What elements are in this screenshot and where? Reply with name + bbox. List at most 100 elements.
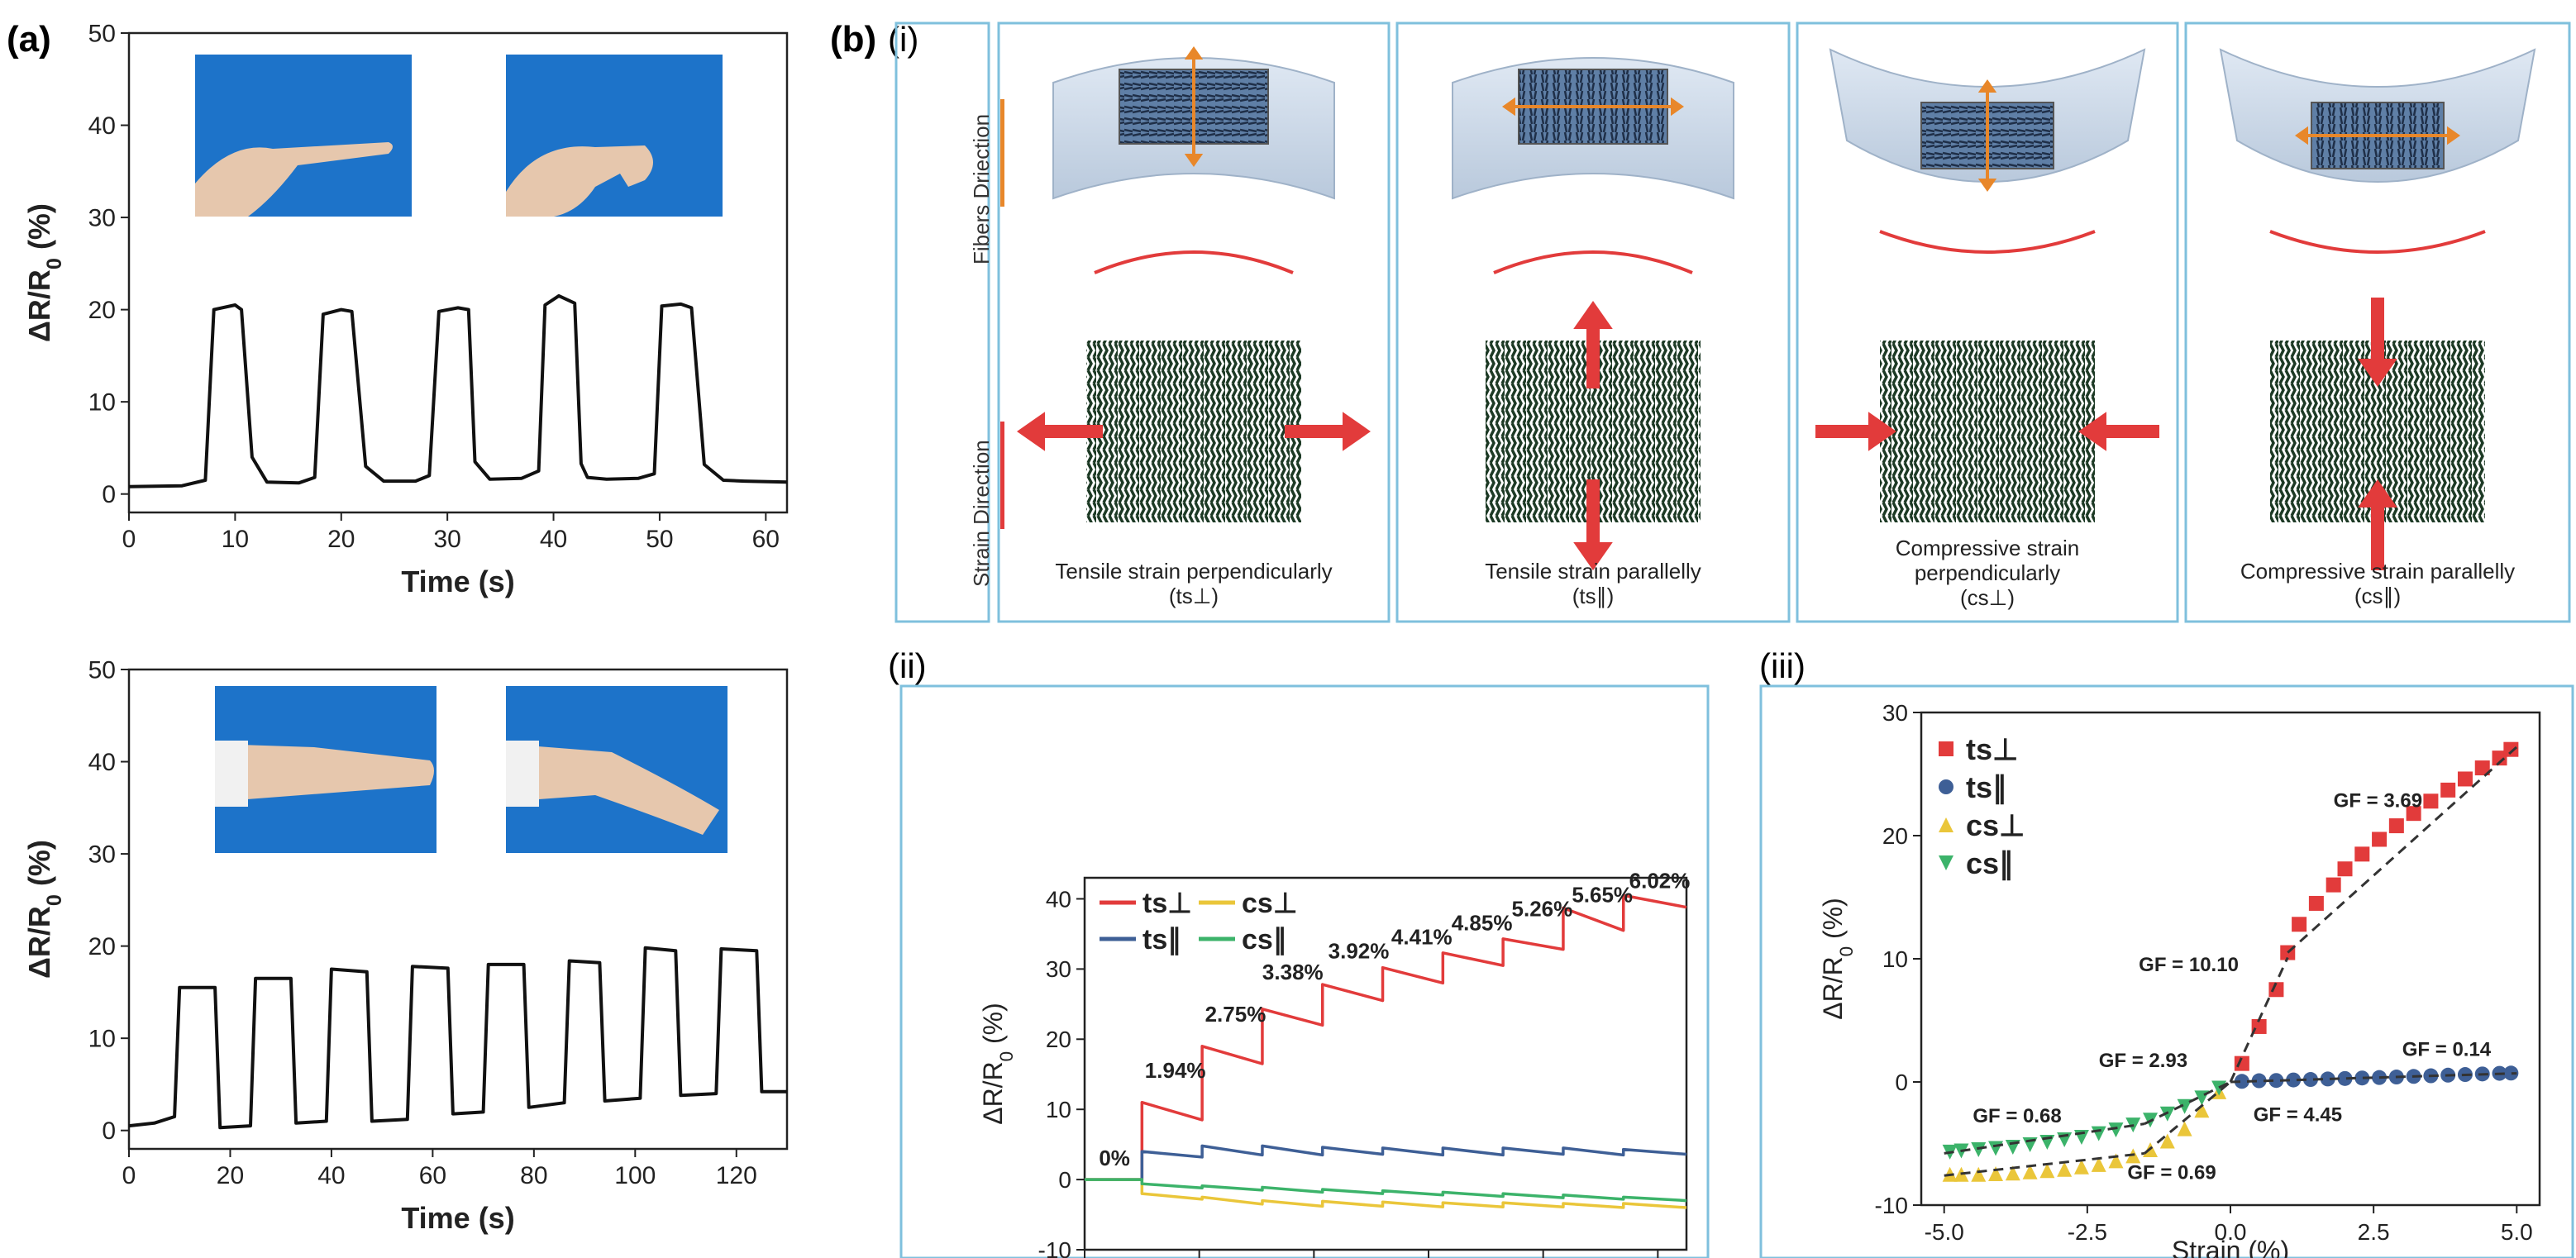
panel-caption: (cs⊥) <box>1960 585 2015 610</box>
series-line <box>1085 1144 1687 1181</box>
fit-line <box>1944 1151 2145 1177</box>
data-point <box>2091 1126 2106 1141</box>
strain-arrow-head <box>1573 542 1613 570</box>
y-axis-label-sub: 0 <box>43 258 66 269</box>
panel-caption: Tensile strain parallelly <box>1485 559 1701 584</box>
data-point <box>2039 1163 2055 1179</box>
y-axis-label-unit: (%) <box>22 203 56 258</box>
x-tick-label: 60 <box>752 526 780 553</box>
fabric-structure <box>1880 341 2095 522</box>
label-b-i: (i) <box>888 20 918 59</box>
chart-b-iii: -5.0 -2.5 0.0 2.5 5.0 -10 0 10 20 30 Strain (%) ΔR/… <box>1818 700 2541 1258</box>
data-point <box>2091 1156 2106 1172</box>
y-axis-label-main: ΔR/R <box>22 269 56 342</box>
side-label-strain: Strain Direction <box>969 440 994 587</box>
legend-label: cs⊥ <box>1242 888 1297 919</box>
data-point <box>2308 895 2324 911</box>
data-point <box>2503 1065 2519 1081</box>
data-label: GF = 4.45 <box>2254 1104 2342 1127</box>
x-tick-label: 2.5 <box>2358 1219 2390 1245</box>
x-tick-label: 5.0 <box>2501 1219 2533 1245</box>
x-tick-label: 60 <box>419 1162 446 1189</box>
data-point <box>2177 1098 2192 1114</box>
x-tick-label: 20 <box>327 526 355 553</box>
chart-b-ii-frame <box>899 684 1710 1258</box>
y-tick-label: 40 <box>88 749 116 776</box>
legend-label: cs∥ <box>1242 924 1287 955</box>
data-label: 6.02% <box>1629 869 1691 893</box>
data-point <box>2251 1073 2267 1089</box>
data-label: 3.38% <box>1262 960 1324 984</box>
x-axis-label: Time (s) <box>401 1201 514 1235</box>
data-point <box>2108 1153 2124 1169</box>
y-axis-label-unit: (%) <box>978 1003 1008 1051</box>
data-label: 1.94% <box>1145 1058 1206 1083</box>
y-axis-label-unit: (%) <box>1818 898 1848 946</box>
data-point <box>2474 760 2490 776</box>
fit-line <box>2287 746 2518 954</box>
y-axis-label-main: ΔR/R <box>1818 956 1848 1019</box>
y-axis-label-unit: (%) <box>22 840 56 894</box>
y-axis-label-sub: 0 <box>1836 946 1857 956</box>
legend-marker <box>1939 817 1953 832</box>
side-label-fibers: Fibers Driection <box>969 114 994 264</box>
y-axis-label: ΔR/R0 (%) <box>1818 898 1857 1020</box>
data-point <box>2108 1122 2124 1138</box>
data-point <box>2372 832 2388 847</box>
data-point <box>2005 1165 2020 1181</box>
strain-arrow-head <box>1573 301 1613 329</box>
strain-arrow-head <box>1868 412 1896 451</box>
data-point <box>2503 741 2519 757</box>
data-point <box>1971 1166 1987 1182</box>
legend-label: ts⊥ <box>1143 888 1192 919</box>
data-point <box>2423 793 2439 809</box>
data-point <box>1971 1141 1987 1157</box>
panel-caption: (ts⊥) <box>1169 584 1219 608</box>
data-point <box>2177 1121 2192 1136</box>
strain-arrow-head <box>1977 79 1997 93</box>
y-tick-label: 20 <box>88 297 116 324</box>
strain-mode-panel: Compressive strain parallelly(cs∥) <box>2184 21 2571 623</box>
x-tick-label: 10 <box>222 526 249 553</box>
inset-photo-finger-straight <box>195 55 412 217</box>
y-axis-label: ΔR/R0 (%) <box>22 203 66 342</box>
legend-marker <box>1939 779 1953 794</box>
panel-caption: Compressive strain <box>1896 536 2080 560</box>
y-axis-label: ΔR/R0 (%) <box>22 840 66 979</box>
series-line <box>1085 893 1687 1181</box>
data-label: 5.26% <box>1512 897 1573 922</box>
y-tick-label: 0 <box>102 481 116 508</box>
label-b-iii: (iii) <box>1759 646 1806 685</box>
fit-line <box>2230 1072 2517 1084</box>
y-tick-label: -10 <box>1038 1237 1071 1258</box>
y-tick-label: 10 <box>88 1026 116 1053</box>
data-point <box>2406 806 2421 822</box>
data-point <box>2337 861 2353 877</box>
y-tick-label: 0 <box>1895 1070 1908 1095</box>
bending-arrow <box>2269 230 2486 254</box>
inset-photo-finger-bent <box>506 55 723 217</box>
y-tick-label: 40 <box>88 112 116 140</box>
x-axis-label: Time (s) <box>401 565 514 598</box>
x-tick-label: 0.0 <box>2215 1219 2247 1245</box>
fit-line <box>1944 1122 2145 1155</box>
fabric-structure <box>1086 341 1301 522</box>
y-tick-label: 40 <box>1046 886 1071 912</box>
strain-arrow-head <box>1977 179 1997 192</box>
panel-caption: Tensile strain perpendicularly <box>1055 559 1332 584</box>
data-label: 0% <box>1099 1146 1130 1170</box>
data-label: GF = 0.14 <box>2402 1039 2492 1061</box>
data-point <box>2022 1164 2038 1179</box>
series-line <box>128 293 788 488</box>
fit-line <box>2144 1080 2231 1155</box>
panel-caption: (ts∥) <box>1572 584 1615 608</box>
plot-frame <box>1083 876 1688 1251</box>
data-point <box>2302 1072 2318 1088</box>
data-point <box>2268 982 2284 998</box>
data-point <box>1988 1141 2004 1156</box>
bending-arrow <box>1094 250 1294 274</box>
data-label: 4.41% <box>1391 925 1453 950</box>
y-tick-label: 30 <box>88 841 116 869</box>
